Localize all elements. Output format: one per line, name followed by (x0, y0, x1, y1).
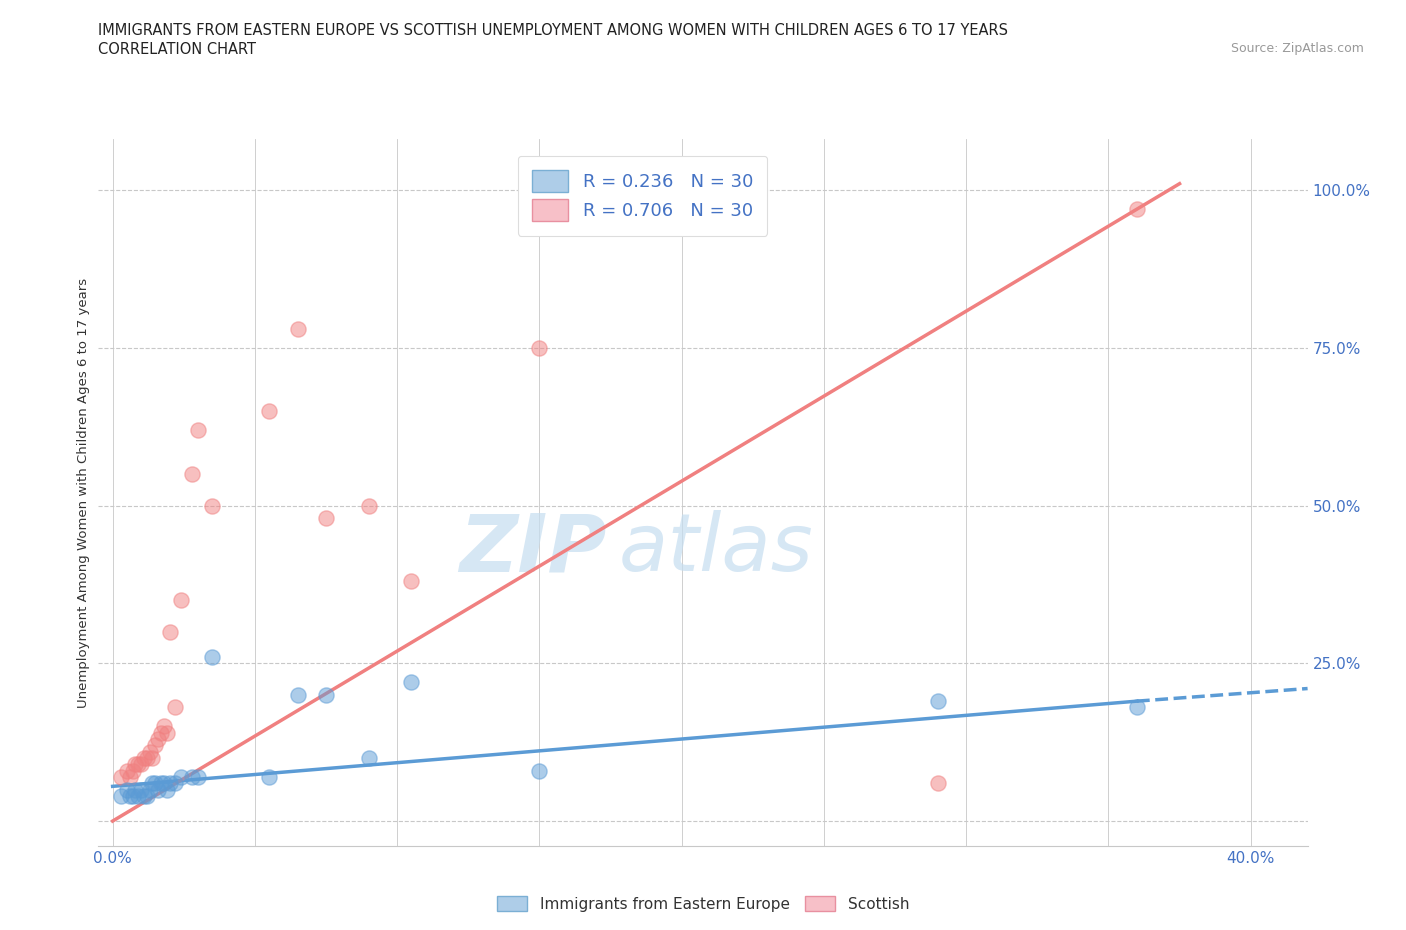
Point (257, 404, 280, 418)
Point (146, 732, 169, 747)
Point (181, 467, 204, 482)
Point (118, 789, 141, 804)
Point (315, 511, 337, 525)
Point (529, 764, 551, 778)
Point (115, 764, 138, 778)
Point (143, 776, 166, 790)
Point (127, 757, 149, 772)
Point (110, 789, 132, 804)
Y-axis label: Unemployment Among Women with Children Ages 6 to 17 years: Unemployment Among Women with Children A… (77, 278, 90, 708)
Point (150, 776, 173, 790)
Point (138, 782, 160, 797)
Point (150, 725, 173, 740)
Point (118, 769, 141, 784)
Point (132, 789, 155, 804)
Point (141, 751, 163, 765)
Point (159, 624, 181, 639)
Text: ZIP: ZIP (458, 511, 606, 589)
Point (170, 592, 193, 607)
Point (181, 769, 204, 784)
Point (357, 751, 380, 765)
Point (529, 340, 551, 355)
Text: atlas: atlas (619, 511, 813, 589)
Point (156, 725, 179, 740)
Point (927, 776, 949, 790)
Point (159, 776, 181, 790)
Point (138, 744, 160, 759)
Point (401, 574, 423, 589)
Point (170, 769, 193, 784)
Point (187, 422, 209, 437)
Point (129, 757, 152, 772)
Text: Source: ZipAtlas.com: Source: ZipAtlas.com (1230, 42, 1364, 55)
Legend: R = 0.236   N = 30, R = 0.706   N = 30: R = 0.236 N = 30, R = 0.706 N = 30 (517, 155, 768, 236)
Point (187, 769, 209, 784)
Point (153, 719, 176, 734)
Point (927, 694, 949, 709)
Point (1126, 202, 1149, 217)
Point (146, 782, 169, 797)
Point (124, 782, 146, 797)
Point (315, 687, 337, 702)
Point (115, 782, 138, 797)
Point (153, 776, 176, 790)
Point (143, 737, 166, 752)
Point (121, 789, 143, 804)
Text: IMMIGRANTS FROM EASTERN EUROPE VS SCOTTISH UNEMPLOYMENT AMONG WOMEN WITH CHILDRE: IMMIGRANTS FROM EASTERN EUROPE VS SCOTTI… (98, 23, 1008, 38)
Point (201, 649, 224, 664)
Point (129, 782, 152, 797)
Point (135, 751, 157, 765)
Point (287, 322, 309, 337)
Point (165, 776, 187, 790)
Point (127, 789, 149, 804)
Point (201, 498, 224, 513)
Point (132, 751, 155, 765)
Point (401, 675, 423, 690)
Point (110, 769, 132, 784)
Point (124, 757, 146, 772)
Point (1126, 700, 1149, 715)
Point (121, 764, 143, 778)
Point (287, 687, 309, 702)
Legend: Immigrants from Eastern Europe, Scottish: Immigrants from Eastern Europe, Scottish (491, 889, 915, 918)
Point (257, 769, 280, 784)
Point (357, 498, 380, 513)
Text: CORRELATION CHART: CORRELATION CHART (98, 42, 256, 57)
Point (135, 789, 157, 804)
Point (156, 782, 179, 797)
Point (165, 700, 187, 715)
Point (141, 776, 163, 790)
